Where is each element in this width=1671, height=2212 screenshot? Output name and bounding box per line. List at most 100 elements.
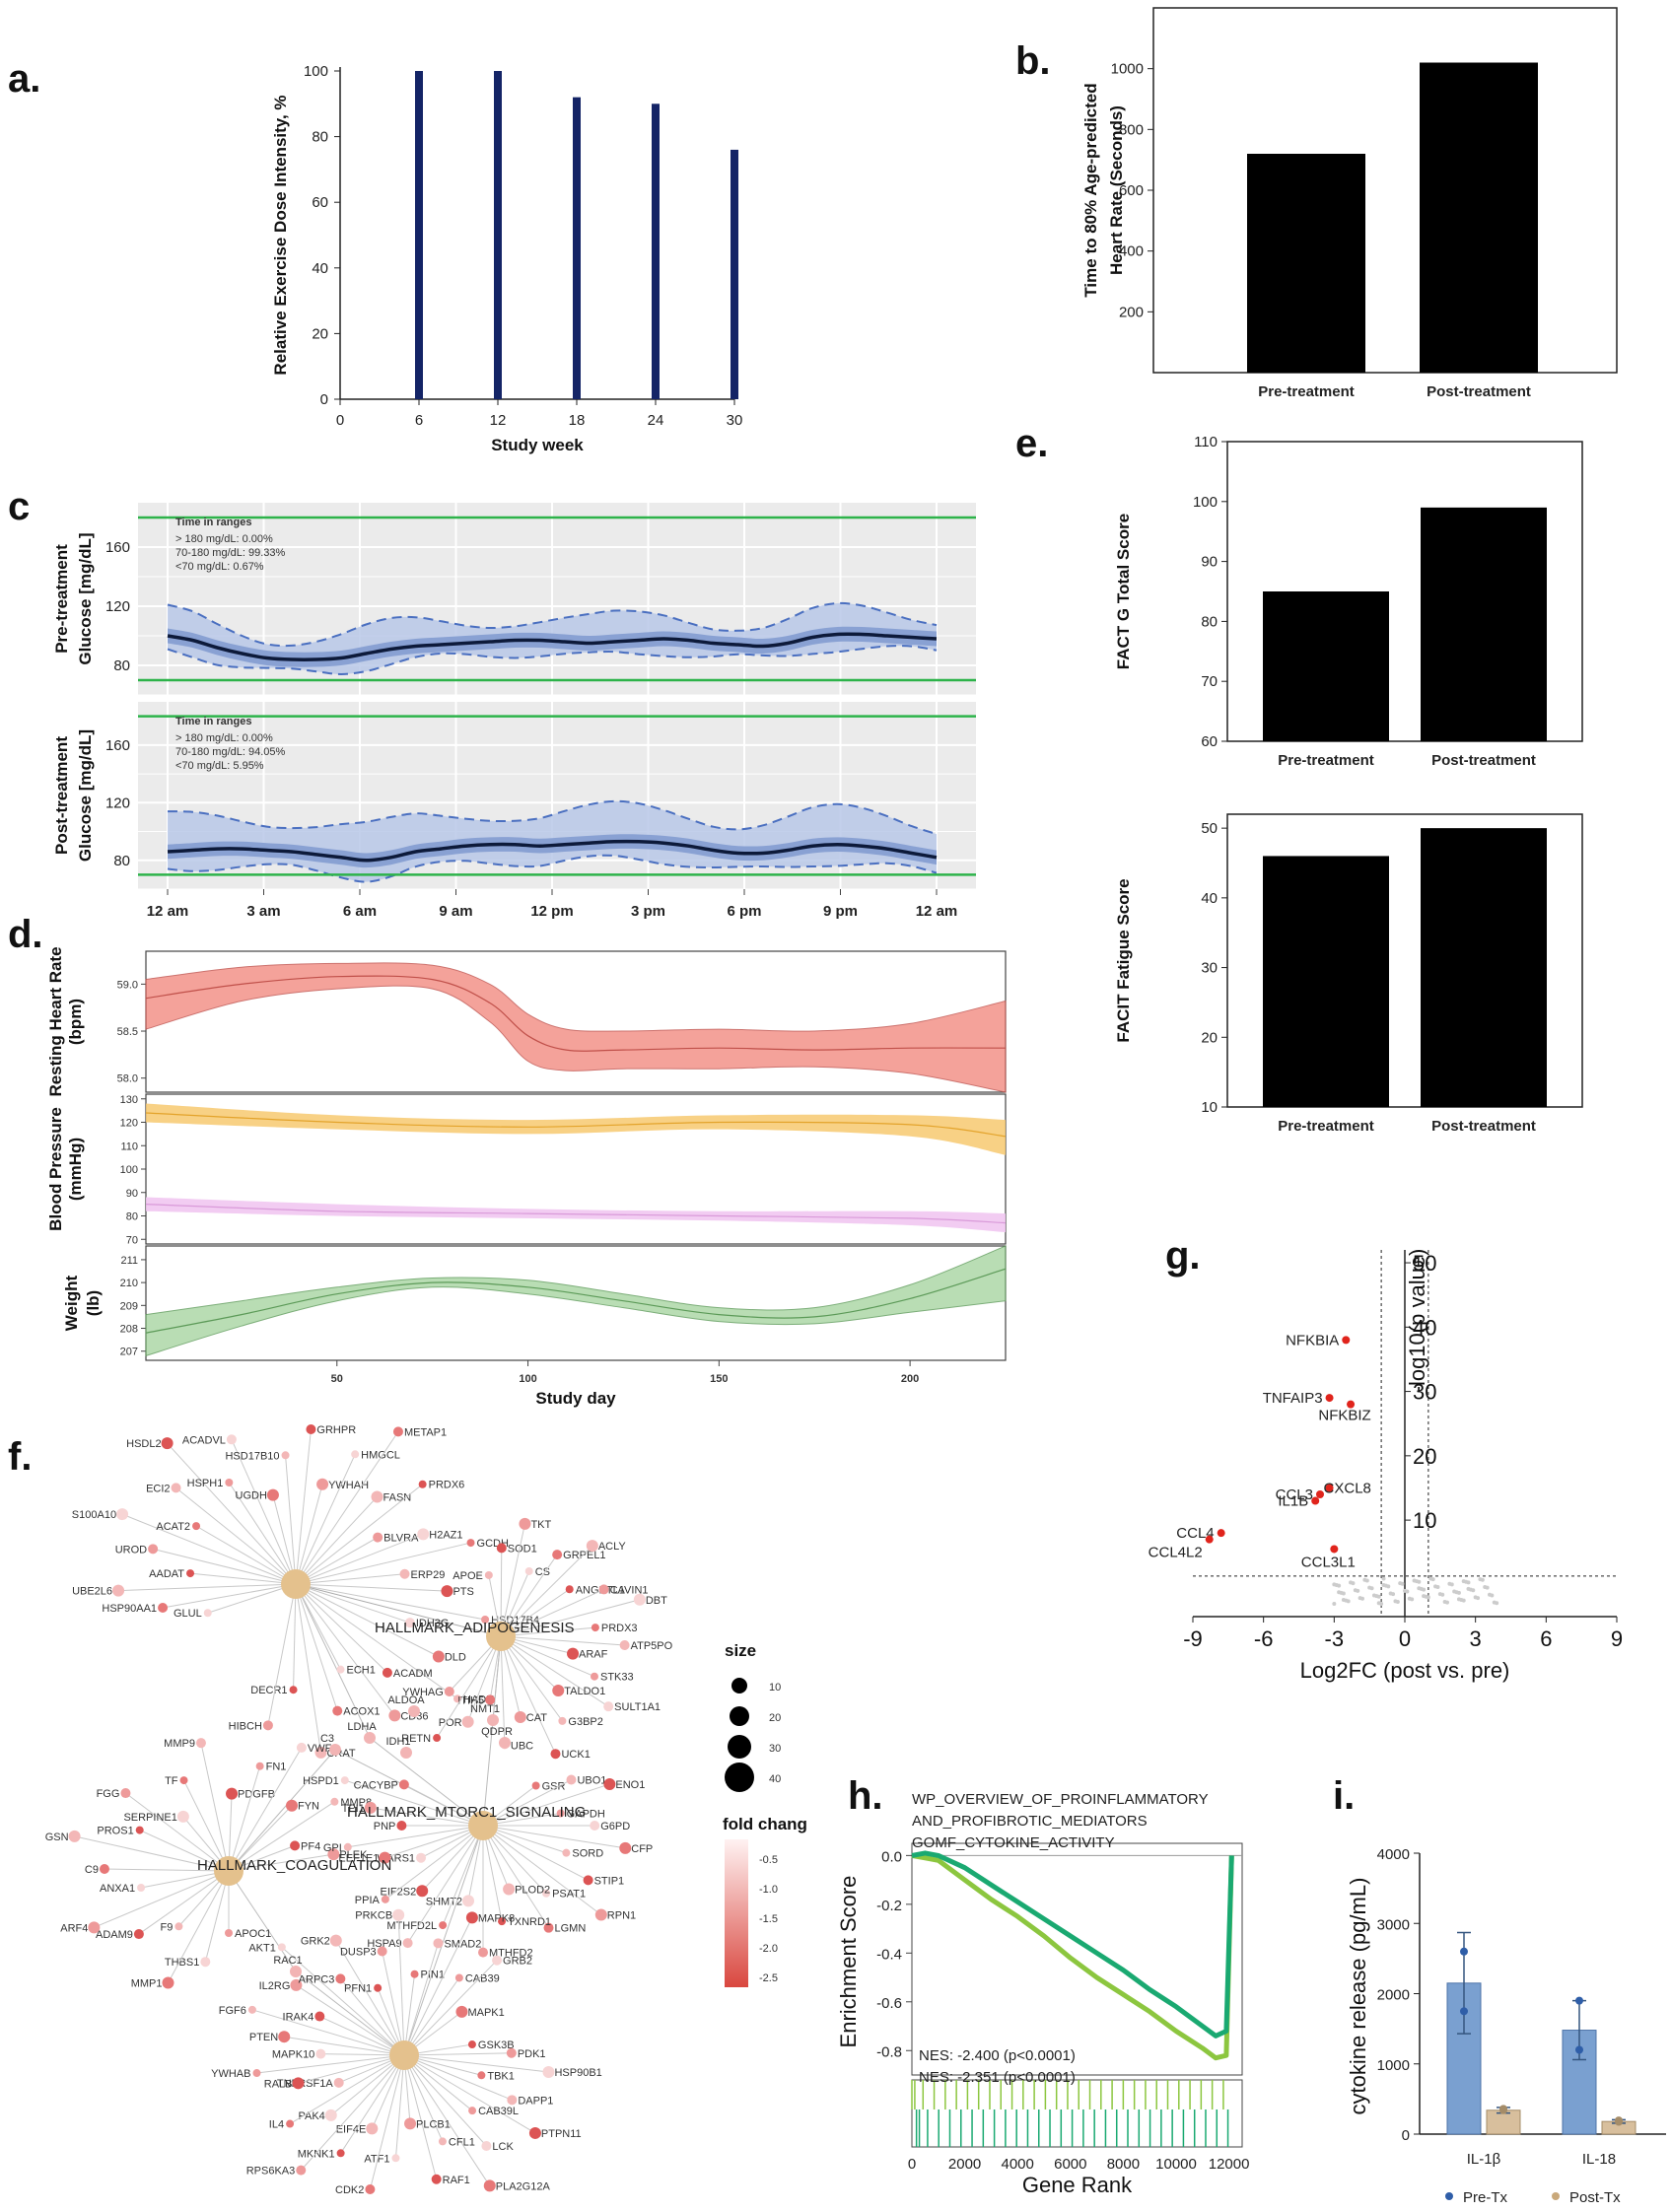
i-point	[1615, 2116, 1623, 2125]
f-gene-label: GLUL	[174, 1608, 202, 1620]
f-gene-label: GPI	[323, 1842, 342, 1854]
f-gene-node	[542, 1889, 551, 1898]
f-gene-node	[340, 1776, 349, 1785]
f-gene-label: TALDO1	[564, 1686, 605, 1697]
f-gene-node	[186, 1569, 195, 1578]
f-gene-node	[496, 1543, 507, 1554]
c-median-line	[167, 632, 938, 661]
g-ns-point	[1403, 1588, 1407, 1593]
f-edge	[152, 1548, 297, 1585]
f-edge	[295, 1533, 424, 1585]
h-xtick-label: 4000	[1002, 2156, 1034, 2173]
f-edge	[403, 2054, 513, 2101]
d-band	[145, 962, 1007, 1093]
i-point	[1460, 1947, 1468, 1956]
f-gene-label: PLCB1	[416, 2118, 451, 2130]
f-edge	[295, 1583, 502, 1637]
f-edge	[442, 1825, 484, 1926]
f-edge	[295, 1428, 312, 1585]
f-edge	[295, 1583, 338, 1711]
a-xtick-label: 24	[648, 412, 664, 429]
f-gene-node	[552, 1684, 565, 1696]
f-edge	[295, 1431, 399, 1585]
f-gene-node	[514, 1710, 526, 1723]
g-point-label: CXCL8	[1324, 1480, 1371, 1496]
e1-frame	[1226, 441, 1583, 742]
f-gene-label: SMAD2	[444, 1938, 481, 1950]
f-gene-label: UGDH	[236, 1490, 267, 1502]
e2-category-label: Pre-treatment	[1278, 1118, 1374, 1135]
f-gene-label: PIN1	[421, 1970, 445, 1981]
f-gene-node	[289, 1686, 298, 1694]
f-gene-node	[68, 1830, 81, 1842]
c-p5-line	[167, 645, 938, 676]
g-xtick-label: -9	[1183, 1626, 1203, 1651]
g-ns-point	[1492, 1600, 1497, 1605]
f-gene-label: PLEK	[339, 1849, 368, 1861]
f-edge	[295, 1542, 471, 1585]
f-gene-node	[416, 1852, 427, 1863]
e1-category-label: Post-treatment	[1431, 752, 1536, 769]
c-p95-line	[167, 799, 938, 836]
f-gene-node	[603, 1701, 614, 1712]
h-nes-label: NES: -2.351 (p<0.0001)	[919, 2069, 1076, 2086]
f-gene-node	[543, 1922, 554, 1933]
f-gene-label: CAB39	[465, 1972, 500, 1984]
f-edge	[403, 1943, 439, 2056]
f-edge	[403, 1960, 498, 2056]
g-ns-point	[1381, 1576, 1386, 1581]
f-edge	[296, 1984, 405, 2056]
f-edge	[231, 1439, 297, 1585]
d-xtick-label: 200	[901, 1373, 919, 1385]
d-ylabel-line1: Weight	[62, 1275, 81, 1331]
f-gene-label: CDK2	[335, 2184, 364, 2196]
f-hub-node	[389, 2040, 419, 2070]
f-edge	[295, 1970, 405, 2056]
f-edge	[295, 1573, 405, 1585]
f-edge	[482, 1825, 589, 1881]
f-gene-node	[314, 2011, 325, 2022]
f-gene-node	[439, 1921, 448, 1930]
f-gene-label: TBK1	[487, 2070, 515, 2082]
f-gene-node	[316, 1478, 329, 1490]
g-sig-point	[1330, 1545, 1339, 1554]
f-gene-label: ERP29	[411, 1569, 446, 1581]
f-legend-fc-label: -1.5	[759, 1913, 778, 1925]
f-gene-label: DLD	[445, 1652, 466, 1664]
d-ytick-label: 207	[120, 1347, 138, 1358]
f-shared-node	[499, 1737, 511, 1749]
i-ylabel: cytokine release (pg/mL)	[1346, 1878, 1370, 2115]
f-gene-node	[203, 1609, 212, 1618]
f-edge	[74, 1835, 230, 1872]
d-xtick-label: 50	[331, 1373, 343, 1385]
f-gene-label: HSD17B10	[225, 1450, 279, 1462]
c-xtick-label: 12 am	[147, 903, 189, 920]
f-gene-label: TPI1	[342, 1803, 365, 1815]
f-gene-label: DBT	[646, 1595, 667, 1607]
g-point-label: IL1B	[1278, 1493, 1308, 1510]
f-edge	[138, 1870, 230, 1935]
panel-label-a: a.	[8, 57, 41, 101]
a-xlabel: Study week	[491, 436, 584, 454]
f-gene-node	[467, 2040, 476, 2049]
f-edge	[347, 1825, 484, 1848]
f-gene-node	[485, 1694, 496, 1705]
f-edge	[482, 1825, 549, 1928]
f-edge	[295, 1583, 388, 1674]
f-edge	[228, 1749, 336, 1872]
f-edge	[482, 1825, 503, 1922]
b-category-label: Post-treatment	[1427, 383, 1531, 400]
g-ns-point	[1478, 1577, 1483, 1582]
f-gene-node	[314, 1746, 327, 1759]
d-ytick-label: 80	[126, 1211, 138, 1223]
f-gene-label: PAK4	[298, 2110, 324, 2122]
i-bar	[1486, 2109, 1521, 2135]
f-legend-size-label: 10	[769, 1682, 781, 1694]
f-gene-label: BLVRA	[383, 1533, 419, 1545]
f-shared-label: QDPR	[481, 1726, 513, 1738]
f-gene-node	[88, 1921, 101, 1934]
d-ytick-label: 120	[120, 1118, 138, 1130]
f-edge	[403, 1917, 473, 2056]
f-gene-label: HMGCL	[361, 1449, 400, 1461]
f-legend-size-title: size	[725, 1641, 756, 1660]
